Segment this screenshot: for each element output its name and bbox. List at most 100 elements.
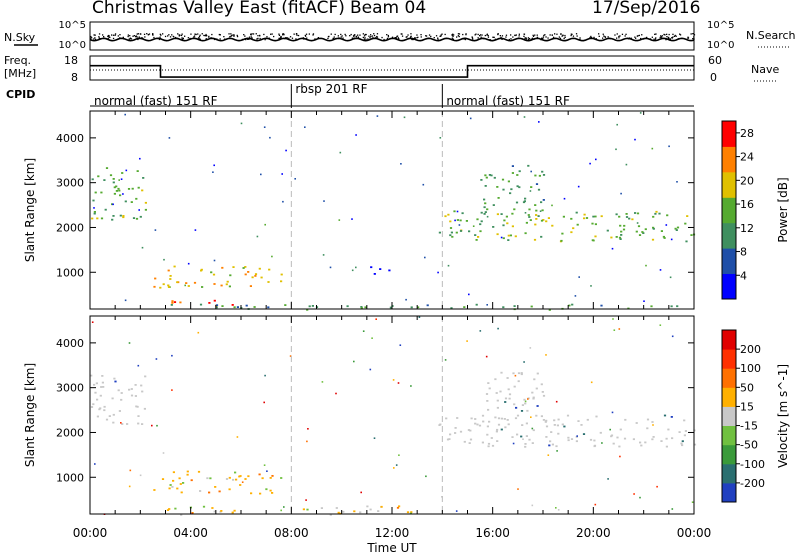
data-cell [643,300,645,302]
data-cell [115,185,118,188]
beam-label: Beam 04 [350,0,426,18]
data-cell [236,306,239,308]
n-search-point [180,34,183,37]
data-cell [108,415,111,417]
data-cell [115,190,118,192]
data-cell [557,509,560,511]
data-cell [200,269,203,272]
n-search-point [590,35,592,38]
data-cell [537,188,541,191]
data-cell [479,223,482,226]
n-search-point [541,38,543,40]
n-search-point [549,34,551,36]
n-search-point [136,33,138,35]
data-cell [167,284,170,287]
n-search-point [416,34,418,36]
data-cell [112,421,115,424]
data-cell [551,204,553,207]
y-tick-label: 4000 [56,132,84,145]
data-cell [515,406,518,409]
n-search-point [284,38,286,40]
data-cell [651,438,654,441]
data-cell [524,232,527,235]
data-cell [671,508,674,510]
data-cell [240,122,243,125]
n-search-point [558,36,560,38]
n-search-point [661,35,664,37]
n-search-point [669,38,671,40]
n-search-point [500,36,502,39]
n-search-point [525,38,528,40]
n-search-point [282,33,284,35]
n-search-point [93,34,95,36]
data-cell [527,164,530,167]
data-cell [534,204,537,206]
n-search-point [333,36,335,38]
n-search-point [654,33,656,35]
data-cell [162,283,165,286]
data-cell [124,113,126,116]
n-search-point [401,33,403,35]
data-cell [685,240,688,243]
n-search-point [271,33,273,35]
n-search-point [169,36,172,38]
data-cell [141,423,144,425]
data-cell [676,181,678,183]
n-search-point [137,33,139,35]
data-cell [302,508,305,511]
data-cell [611,411,614,414]
n-search-point [414,37,417,39]
data-cell [541,170,544,173]
n-search-point [246,37,249,39]
data-cell [486,433,489,436]
n-search-point [136,37,138,39]
colorbar-label: Power [dB] [776,177,790,242]
n-search-point [367,38,369,40]
n-search-point [521,38,523,40]
y-tick-label: 2000 [56,221,84,234]
data-cell [105,167,109,169]
n-search-point [102,34,104,36]
data-cell [122,193,124,195]
n-search-point [259,35,261,37]
data-cell [266,470,268,472]
data-cell [263,401,265,404]
n-search-point [189,37,191,40]
data-cell [112,203,114,206]
n-search-point [283,34,285,36]
data-cell [197,331,200,334]
n-search-point [158,38,161,41]
n-search-point [129,37,132,39]
data-cell [491,444,495,447]
n-search-point [481,34,483,36]
data-cell [521,404,524,406]
data-cell [567,436,570,439]
data-cell [461,212,464,215]
data-cell [600,215,603,218]
n-search-point [641,34,643,36]
n-search-point [672,36,674,38]
data-cell [632,438,635,441]
n-search-point [603,35,605,37]
n-search-point [340,36,342,38]
data-cell [514,235,517,238]
n-search-point [128,38,130,40]
n-search-point [153,36,155,39]
n-search-point [268,37,270,39]
data-cell [142,177,145,179]
data-cell [280,280,283,283]
data-cell [215,306,218,309]
data-cell [615,213,618,216]
n-search-point [359,34,361,36]
data-cell [120,398,123,401]
data-cell [634,212,637,214]
data-cell [680,442,683,445]
n-search-point [193,35,196,37]
velocity-colorbar: 200 100 50 15 -15 -50 -100 -200 Velocity [m s^-1… [721,329,790,503]
data-cell [557,432,560,435]
data-cell [201,286,204,288]
data-cell [594,503,597,506]
station-title: Christmas Valley East (fitACF) [92,0,345,18]
data-cell [254,273,258,275]
data-cell [171,300,174,302]
